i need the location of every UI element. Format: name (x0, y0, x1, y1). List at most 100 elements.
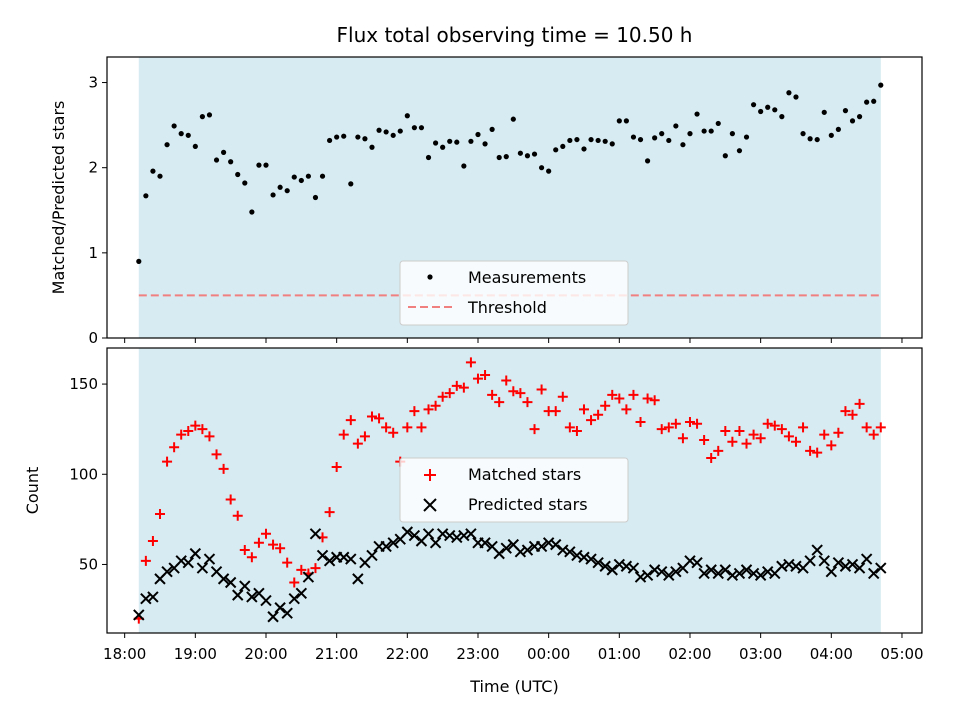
data-point (402, 422, 413, 433)
data-point (875, 422, 886, 433)
data-point (213, 157, 220, 163)
data-point (256, 162, 262, 168)
legend: Matched stars Predicted stars (399, 457, 629, 523)
data-point (430, 400, 441, 411)
data-point (860, 553, 873, 565)
data-point (849, 118, 856, 124)
data-point (786, 90, 792, 96)
data-point (567, 137, 573, 144)
data-point (736, 148, 743, 154)
data-point (635, 416, 646, 427)
data-point (691, 556, 703, 569)
data-point (465, 528, 477, 540)
data-point (616, 118, 622, 124)
data-point (593, 409, 604, 420)
legend: Measurements Threshold (399, 260, 629, 326)
data-point (835, 126, 841, 132)
data-point (182, 556, 194, 569)
y-tick-label: 100 (69, 465, 98, 483)
x-tick-label: 19:00 (174, 645, 217, 663)
data-point (447, 138, 453, 144)
data-point (581, 146, 587, 152)
data-point (529, 424, 540, 435)
data-point (203, 553, 216, 565)
data-point (600, 400, 611, 411)
data-point (595, 137, 601, 144)
data-point (790, 436, 801, 447)
data-point (656, 424, 667, 435)
data-point (381, 422, 392, 433)
legend-box (399, 457, 629, 523)
data-point (818, 555, 830, 567)
data-point (150, 168, 156, 174)
data-point (560, 143, 566, 150)
data-point (798, 422, 809, 433)
legend-marker-measurements (427, 274, 433, 280)
data-point (422, 528, 435, 540)
data-point (277, 184, 283, 190)
x-tick-label: 03:00 (739, 645, 782, 663)
data-point (779, 114, 785, 120)
data-point (515, 388, 526, 399)
data-point (185, 132, 191, 138)
data-point (875, 562, 887, 574)
data-point (741, 438, 752, 449)
data-point (550, 538, 562, 551)
data-point (712, 567, 724, 580)
data-point (387, 537, 399, 549)
data-point (578, 404, 589, 415)
y-tick-label: 3 (88, 74, 98, 92)
x-tick-label: 18:00 (103, 645, 146, 663)
data-point (776, 424, 787, 435)
data-point (204, 431, 215, 442)
data-point (341, 133, 347, 139)
data-point (282, 557, 293, 568)
data-point (692, 418, 703, 429)
data-point (409, 406, 420, 417)
data-point (814, 136, 820, 143)
data-point (388, 427, 399, 438)
data-point (423, 404, 434, 415)
data-point (677, 433, 688, 444)
data-point (211, 449, 222, 460)
data-point (854, 398, 865, 409)
data-point (404, 113, 410, 119)
data-point (494, 397, 505, 408)
data-point (268, 539, 279, 550)
data-point (461, 163, 467, 169)
data-point (694, 111, 700, 117)
data-point (553, 147, 559, 153)
data-point (708, 128, 714, 134)
data-point (189, 547, 202, 560)
data-point (362, 136, 368, 142)
data-point (369, 144, 375, 150)
data-point (338, 429, 349, 440)
data-point (220, 149, 227, 155)
legend-label: Matched stars (468, 465, 581, 484)
data-point (627, 562, 640, 574)
data-point (733, 567, 746, 580)
data-point (267, 611, 279, 623)
data-point (652, 135, 658, 141)
data-point (659, 131, 665, 137)
data-point (734, 425, 745, 436)
data-point (302, 571, 315, 583)
data-point (171, 123, 177, 129)
data-point (571, 425, 582, 436)
x-tick-label: 02:00 (668, 645, 711, 663)
data-point (705, 564, 717, 576)
data-point (383, 129, 389, 135)
data-point (298, 177, 304, 184)
data-point (729, 131, 735, 137)
data-point (437, 391, 448, 402)
data-point (390, 132, 396, 138)
data-point (684, 416, 695, 427)
data-point (284, 188, 290, 194)
data-point (275, 543, 286, 554)
data-point (263, 162, 269, 168)
data-point (740, 564, 753, 576)
data-point (416, 422, 427, 433)
data-point (812, 447, 823, 458)
data-point (432, 140, 439, 146)
